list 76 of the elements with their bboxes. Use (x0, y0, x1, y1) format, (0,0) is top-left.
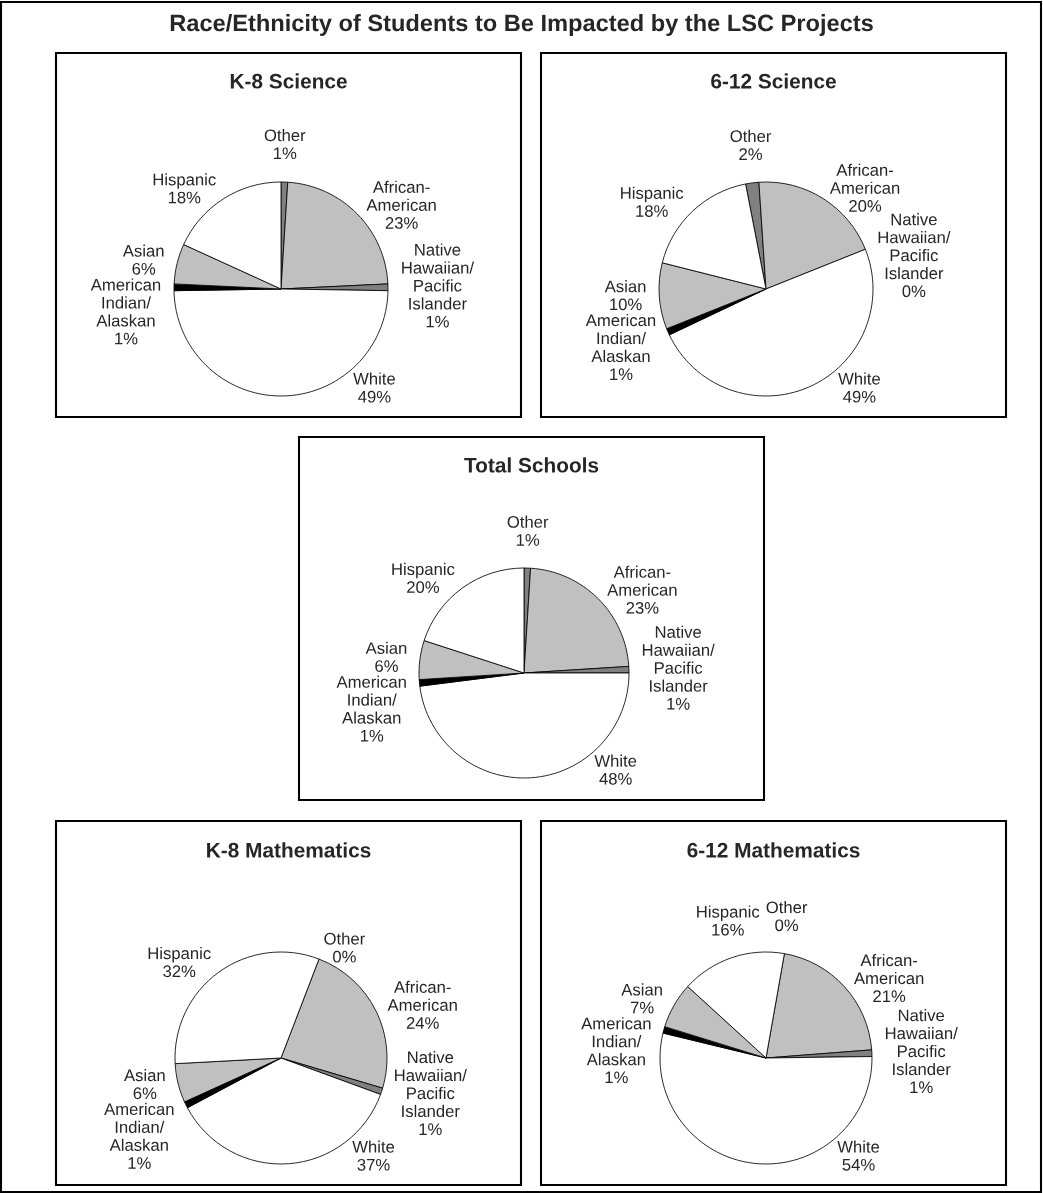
data-label: 1% (274, 147, 297, 160)
slice-label: Hispanic (621, 186, 684, 203)
slice-label: White (594, 754, 637, 767)
slice-label: Other (507, 515, 549, 528)
slice-label: African- American (829, 163, 900, 194)
chart-title: Total Schools (464, 457, 599, 473)
slice-label: American Indian/ Alaskan (104, 1102, 174, 1151)
data-label: 49% (358, 390, 391, 403)
data-label: 1% (667, 698, 690, 710)
data-label: 6% (375, 660, 398, 672)
data-label: 1% (115, 332, 138, 345)
text: 0% (902, 285, 926, 298)
chart-title: K-8 Science (230, 73, 347, 89)
slice-label: American Indian/ Alaskan (585, 313, 656, 363)
data-label: 20% (849, 200, 882, 212)
slice-label: Other (730, 129, 772, 143)
data-label: 37% (357, 1158, 390, 1171)
text: Race/Ethnicity of Students to Be Impacted by the LSC Projects (170, 14, 873, 36)
data-label: 24% (406, 1017, 439, 1029)
data-label: 1% (128, 1157, 151, 1169)
data-label: 48% (599, 772, 632, 785)
category-label: Native Hawaiian/ Pacific Islander (878, 213, 951, 280)
data-label: 6% (133, 1087, 157, 1100)
slice-label: American Indian/ Alaskan (90, 278, 161, 327)
data-label: 1% (360, 729, 384, 742)
slice-label: American Indian/ Alaskan (581, 1017, 651, 1066)
slice-label: African- American (853, 953, 924, 985)
slice-label: Native Hawaiian/ Pacific Islander (885, 1009, 958, 1076)
data-label: 1% (605, 1071, 628, 1084)
data-label: 23% (626, 601, 659, 614)
chart-title: K-8 Mathematics (207, 842, 371, 858)
data-label: 10% (610, 298, 642, 311)
data-label: 20% (407, 581, 440, 594)
slice-label: American Indian/ Alaskan (336, 675, 406, 724)
category-label: Other (324, 932, 365, 945)
chart-title: 6-12 Science (711, 73, 836, 89)
slice-label: Hispanic (148, 946, 211, 963)
slice-label: Hispanic (153, 173, 216, 189)
slice-label: Asian (621, 983, 662, 996)
data-label: 2% (739, 148, 763, 160)
chart-title: 6-12 Mathematics (687, 842, 860, 858)
data-label: 1% (910, 1081, 933, 1094)
slice-label: Hispanic (697, 905, 760, 921)
slice-label: Asian (122, 244, 164, 257)
data-label: 6% (132, 262, 156, 275)
slice-label: White (352, 1140, 395, 1153)
slice-label: African- American (387, 980, 457, 1011)
data-label: 21% (873, 990, 906, 1003)
slice-label: White (837, 1140, 880, 1153)
data-label: 54% (842, 1158, 875, 1171)
text: 0% (775, 919, 799, 932)
data-label: 7% (630, 1001, 654, 1014)
data-label: 1% (419, 1123, 442, 1135)
slice-label: White (353, 372, 395, 385)
data-label: 1% (516, 534, 540, 546)
data-label: 18% (168, 191, 201, 204)
slice-label: Native Hawaiian/ Pacific Islander (395, 1050, 467, 1118)
slice-label: Native Hawaiian/ Pacific Islander (402, 243, 475, 310)
data-label: 32% (163, 965, 196, 978)
data-label: 23% (385, 217, 418, 229)
data-label: 1% (610, 368, 633, 380)
slice-label: Hispanic (392, 562, 455, 579)
slice-label: Native Hawaiian/ Pacific Islander (642, 625, 715, 692)
data-label: 16% (712, 923, 744, 936)
data-label: 49% (843, 390, 876, 403)
slice-label: Asian (124, 1068, 165, 1082)
data-label: 18% (636, 205, 668, 217)
slice-label: Asian (365, 641, 407, 655)
category-label: Other (766, 900, 808, 914)
text: 0% (332, 950, 356, 963)
data-label: 1% (426, 315, 449, 328)
slice-label: Asian (604, 280, 646, 293)
slice-label: White (838, 372, 880, 385)
slice-label: African- American (366, 180, 436, 211)
slice-label: Other (264, 128, 306, 142)
slice-label: African- American (607, 565, 677, 596)
